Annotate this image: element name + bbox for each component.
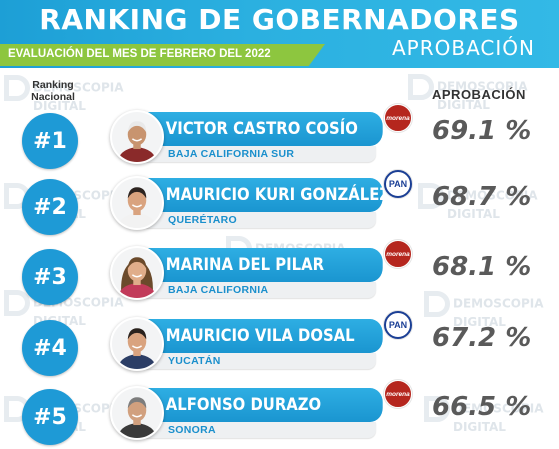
governor-name: MAURICIO KURI GONZÁLEZ bbox=[146, 178, 390, 212]
ranking-row: #1 VICTOR CASTRO COSÍO BAJA CALIFORNIA S… bbox=[0, 104, 559, 170]
governor-state: BAJA CALIFORNIA bbox=[146, 282, 376, 298]
governor-state: QUERÉTARO bbox=[146, 212, 376, 228]
governor-state: BAJA CALIFORNIA SUR bbox=[146, 146, 376, 162]
governor-photo-icon bbox=[110, 386, 164, 440]
governor-photo-icon bbox=[110, 246, 164, 300]
approval-column-label: APROBACIÓN bbox=[432, 87, 526, 102]
header-banner: RANKING DE GOBERNADORES EVALUACIÓN DEL M… bbox=[0, 0, 559, 68]
approval-percent: 68.7 % bbox=[432, 182, 532, 212]
ranking-row: #5 ALFONSO DURAZO SONORA morena 66.5 % bbox=[0, 380, 559, 446]
rank-badge: #5 bbox=[22, 389, 78, 445]
rank-badge: #4 bbox=[22, 320, 78, 376]
approval-percent: 66.5 % bbox=[432, 392, 532, 422]
morena-party-icon: morena bbox=[384, 240, 412, 268]
governor-name: MARINA DEL PILAR bbox=[146, 248, 383, 282]
approval-percent: 68.1 % bbox=[432, 252, 532, 282]
rank-badge: #3 bbox=[22, 249, 78, 305]
header-subtitle: APROBACIÓN bbox=[392, 36, 535, 60]
governor-name: MAURICIO VILA DOSAL bbox=[146, 319, 383, 353]
evaluation-text: EVALUACIÓN DEL MES DE FEBRERO DEL 2022 bbox=[8, 48, 271, 60]
governor-state: SONORA bbox=[146, 422, 376, 438]
pan-party-icon: PAN bbox=[384, 170, 412, 198]
approval-percent: 69.1 % bbox=[432, 116, 532, 146]
ranking-row: #4 MAURICIO VILA DOSAL YUCATÁN PAN 67.2 … bbox=[0, 311, 559, 377]
ranking-row: #3 MARINA DEL PILAR BAJA CALIFORNIA more… bbox=[0, 240, 559, 306]
approval-percent: 67.2 % bbox=[432, 323, 532, 353]
pan-party-icon: PAN bbox=[384, 311, 412, 339]
governor-state: YUCATÁN bbox=[146, 353, 376, 369]
ranking-row: #2 MAURICIO KURI GONZÁLEZ QUERÉTARO PAN … bbox=[0, 170, 559, 236]
governor-name: VICTOR CASTRO COSÍO bbox=[146, 112, 383, 146]
page-title: RANKING DE GOBERNADORES bbox=[39, 3, 520, 36]
evaluation-band: EVALUACIÓN DEL MES DE FEBRERO DEL 2022 bbox=[0, 44, 325, 66]
morena-party-icon: morena bbox=[384, 104, 412, 132]
rank-badge: #2 bbox=[22, 179, 78, 235]
governor-photo-icon bbox=[110, 176, 164, 230]
governor-name: ALFONSO DURAZO bbox=[146, 388, 383, 422]
morena-party-icon: morena bbox=[384, 380, 412, 408]
rank-badge: #1 bbox=[22, 113, 78, 169]
governor-photo-icon bbox=[110, 317, 164, 371]
ranking-column-label: Ranking Nacional bbox=[31, 79, 75, 103]
governor-photo-icon bbox=[110, 110, 164, 164]
